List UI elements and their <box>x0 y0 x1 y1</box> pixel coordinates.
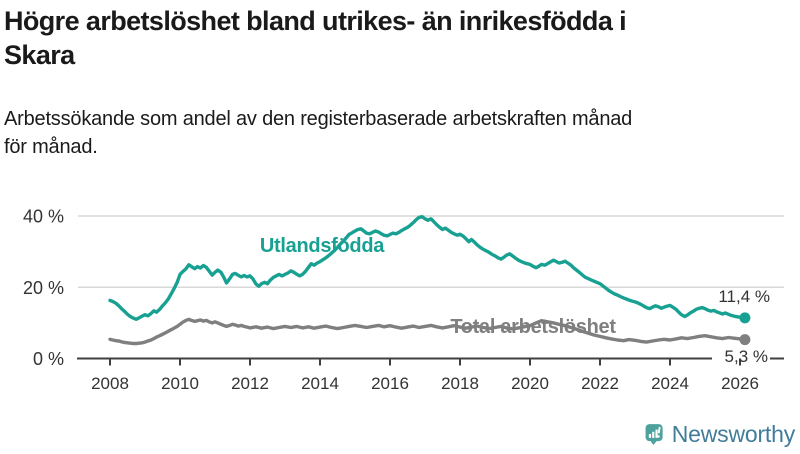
title-line-1: Högre arbetslöshet bland utrikes- än inr… <box>4 6 627 36</box>
newsworthy-bubble-icon <box>645 424 663 446</box>
x-tick-label-2024: 2024 <box>651 374 689 393</box>
series-end-value-total: 5,3 % <box>725 347 768 366</box>
series-line-utlandsfodda <box>108 214 747 321</box>
chart-header: Högre arbetslöshet bland utrikes- än inr… <box>4 4 784 161</box>
series-end-dot-total <box>739 334 751 346</box>
page-title: Högre arbetslöshet bland utrikes- än inr… <box>4 4 784 72</box>
x-tick-label-2010: 2010 <box>161 374 199 393</box>
series-end-dot-utlandsfodda <box>739 312 751 324</box>
x-tick-label-2012: 2012 <box>231 374 269 393</box>
x-tick-label-2018: 2018 <box>441 374 479 393</box>
x-tick-label-2020: 2020 <box>511 374 549 393</box>
title-line-2: Skara <box>4 40 75 71</box>
subtitle-line-2: för månad. <box>4 135 98 158</box>
y-tick-label-0: 0 % <box>33 349 64 369</box>
series-end-value-utlandsfodda: 11,4 % <box>718 287 770 306</box>
x-tick-label-2022: 2022 <box>581 374 619 393</box>
subtitle-line-1: Arbetssökande som andel av den registerb… <box>4 108 633 131</box>
newsworthy-logo: Newsworthy <box>645 414 795 454</box>
y-tick-label-40: 40 % <box>23 207 64 227</box>
y-tick-label-20: 20 % <box>23 278 64 298</box>
x-tick-label-2014: 2014 <box>301 374 339 393</box>
series-label-total: Total arbetslöshet <box>450 316 616 338</box>
x-tick-label-2026: 2026 <box>721 374 759 393</box>
series-label-utlandsfodda: Utlandsfödda <box>260 235 385 257</box>
page-subtitle: Arbetssökande som andel av den registerb… <box>4 106 784 161</box>
x-tick-label-2008: 2008 <box>91 374 129 393</box>
newsworthy-wordmark: Newsworthy <box>671 421 795 447</box>
series-line-total <box>108 317 747 346</box>
x-tick-label-2016: 2016 <box>371 374 409 393</box>
